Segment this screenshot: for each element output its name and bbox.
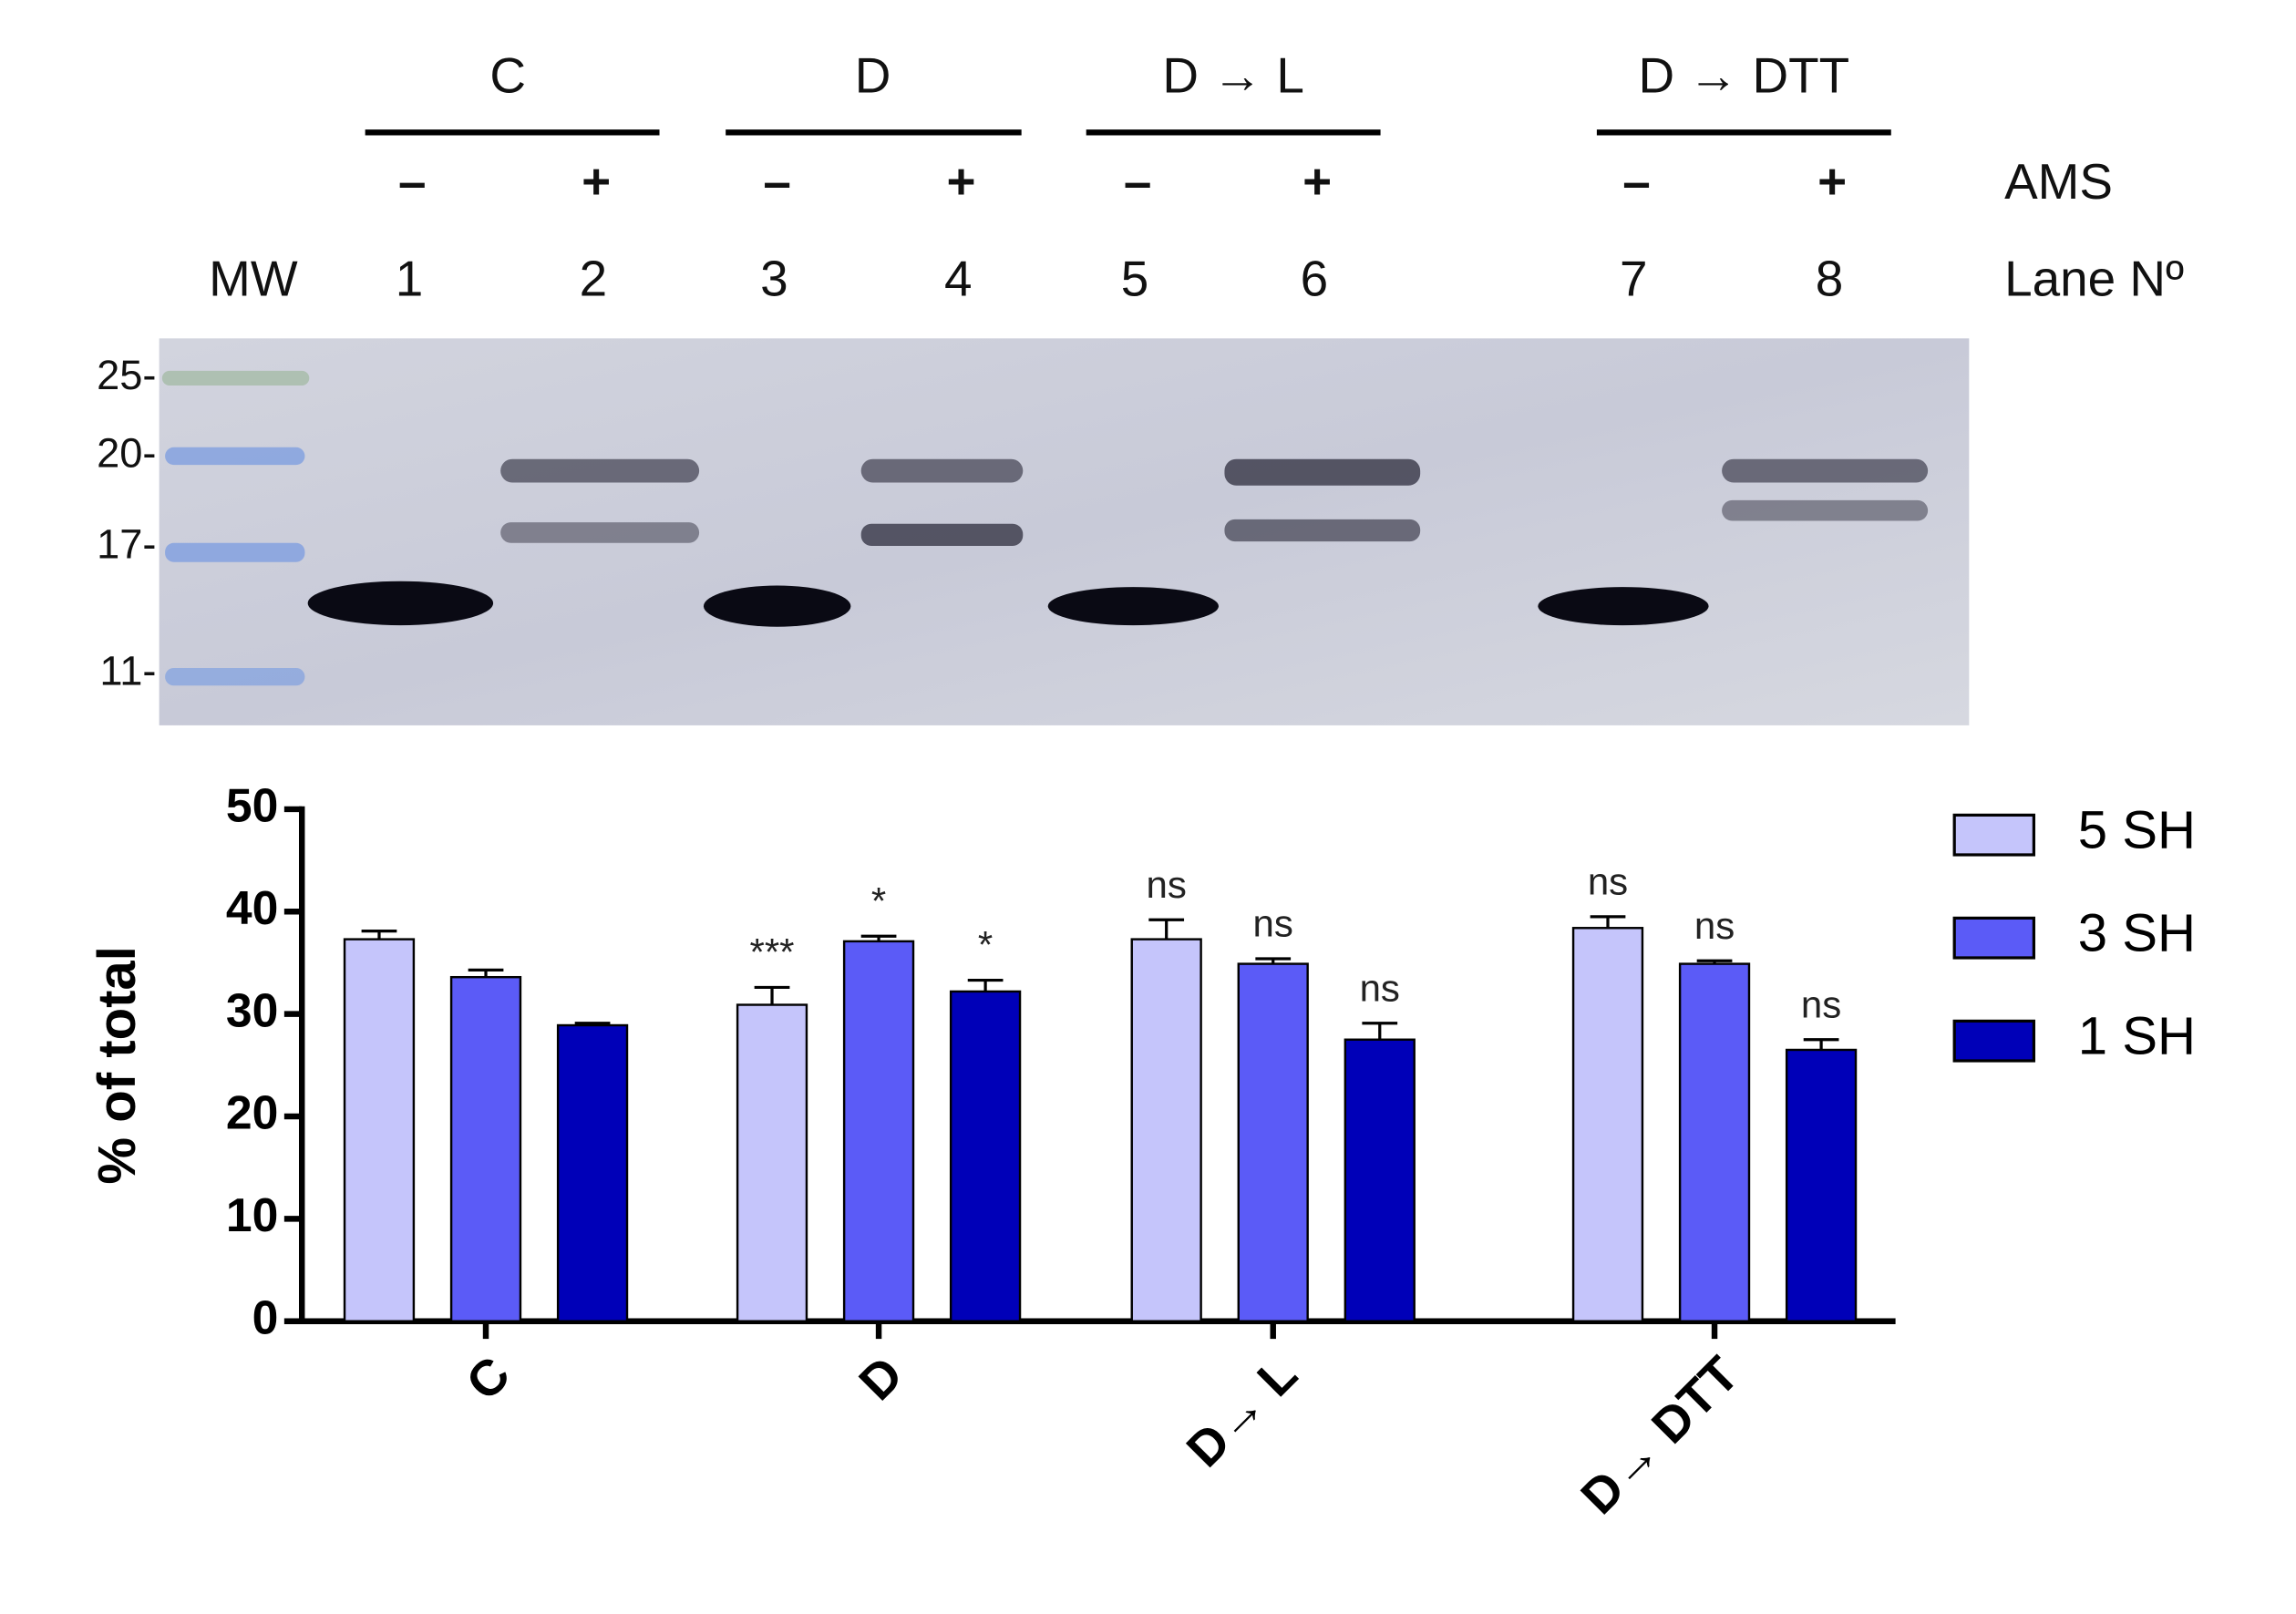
lane-number: 1 (396, 250, 424, 306)
significance-label: ns (1253, 902, 1293, 945)
bar (1130, 938, 1202, 1322)
significance-label: ns (1147, 863, 1187, 906)
bar (1237, 962, 1309, 1322)
bar (949, 990, 1022, 1322)
bar (1785, 1048, 1858, 1322)
group-label: C (489, 47, 526, 104)
x-tick-label: D (848, 1345, 913, 1411)
ams-sign: – (763, 153, 791, 210)
bar (556, 1023, 629, 1322)
legend-label: 3 SH (2078, 904, 2196, 963)
ams-sign: – (1622, 153, 1651, 210)
y-tick-label: 0 (252, 1290, 279, 1343)
legend-label: 5 SH (2078, 801, 2196, 860)
mw-marker: 25- (97, 352, 156, 398)
y-tick-label: 40 (226, 881, 278, 934)
lane-number: 8 (1816, 250, 1844, 306)
ams-sign: – (398, 153, 427, 210)
x-tick-label: C (455, 1345, 520, 1411)
ams-sign: + (1302, 153, 1332, 210)
bar (736, 1003, 808, 1322)
ams-sign: + (582, 153, 611, 210)
bar (1344, 1038, 1416, 1322)
significance-label: ns (1694, 904, 1735, 947)
mw-marker: 20- (97, 429, 156, 476)
group-label: D → DTT (1638, 47, 1849, 104)
legend-swatch (1952, 916, 2035, 960)
ams-sign: + (1817, 153, 1847, 210)
group-label: D (855, 47, 891, 104)
y-tick-label: 10 (226, 1188, 278, 1241)
mw-marker: 11- (99, 647, 156, 694)
bar (1571, 927, 1644, 1322)
group-label: D → L (1162, 47, 1304, 104)
ams-sign: – (1124, 153, 1152, 210)
bar (343, 938, 416, 1322)
bar (1678, 962, 1751, 1322)
lane-number: 6 (1301, 250, 1329, 306)
gel-image (159, 338, 1970, 725)
significance-label: * (978, 923, 993, 966)
bar (449, 975, 522, 1322)
significance-label: ns (1588, 859, 1628, 902)
ams-label: AMS (2004, 153, 2113, 210)
significance-label: ns (1801, 982, 1841, 1025)
x-tick-label: D→ L (1176, 1345, 1308, 1477)
ams-sign: + (946, 153, 975, 210)
lane-label: Lane Nº (2004, 250, 2184, 306)
significance-label: * (871, 879, 886, 922)
legend-swatch (1952, 813, 2035, 857)
legend-swatch (1952, 1019, 2035, 1063)
legend-label: 1 SH (2078, 1007, 2196, 1066)
y-tick-label: 30 (226, 983, 278, 1036)
lane-number: 4 (944, 250, 973, 306)
lane-number: 7 (1620, 250, 1648, 306)
lane-number: 5 (1121, 250, 1149, 306)
x-tick-label: D→ DTT (1570, 1345, 1749, 1525)
y-tick-label: 20 (226, 1086, 278, 1139)
lane-number: 2 (580, 250, 608, 306)
y-tick-label: 50 (226, 779, 278, 832)
y-axis-label: % of total (88, 946, 147, 1184)
significance-label: *** (750, 930, 795, 973)
mw-label: MW (209, 250, 298, 306)
bar (842, 940, 915, 1322)
significance-label: ns (1360, 966, 1400, 1009)
mw-marker: 17- (97, 520, 156, 567)
lane-number: 3 (760, 250, 788, 306)
